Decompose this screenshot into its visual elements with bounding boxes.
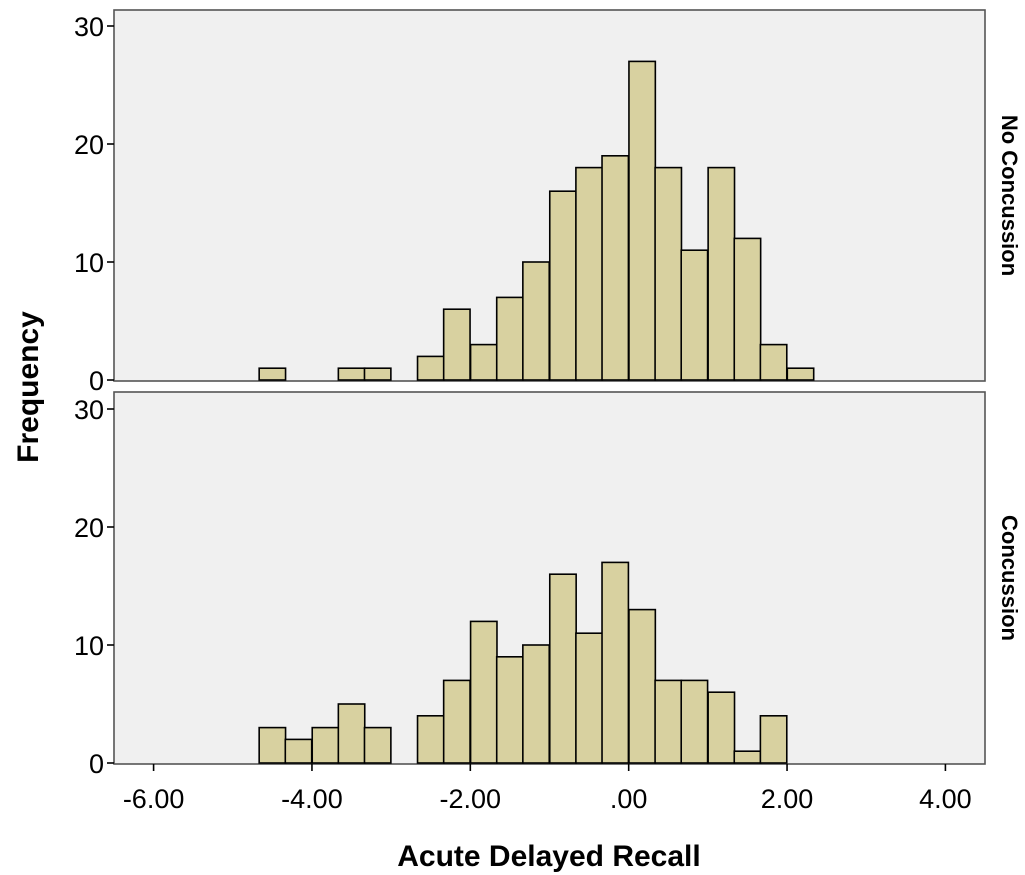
x-axis: -6.00 -4.00 -2.00 .00 2.00 4.00 [123,764,972,814]
y-tick-label: 0 [89,749,104,779]
y-tick-label: 30 [74,395,104,425]
histogram-bar [707,166,736,381]
histogram-bar [548,573,577,764]
panel-label: Concussion [997,515,1022,641]
y-axis-title: Frequency [12,311,45,463]
panel-0: 0 10 20 30 No Concussion [74,9,1022,396]
histogram-bar [495,655,524,764]
histogram-bar [363,367,392,381]
histogram-bar [258,367,287,381]
histogram-bar [733,237,762,381]
x-tick-label: -6.00 [123,784,185,814]
x-tick-label: -2.00 [440,784,502,814]
histogram-bar [628,60,657,381]
histogram-bar [363,726,392,764]
histogram-bar [416,355,445,381]
y-tick-label: 0 [89,366,104,396]
y-tick-label: 10 [74,248,104,278]
histogram-bar [311,726,340,764]
histogram-bar [575,166,604,381]
histogram-bar [442,679,471,764]
histogram-bar [522,644,551,764]
histogram-bar [707,691,736,764]
histogram-bar [601,561,630,764]
y-tick-label: 30 [74,12,104,42]
histogram-bar [628,608,657,764]
histogram-bar [495,296,524,381]
histogram-bar [469,620,498,764]
y-tick-label: 20 [74,130,104,160]
histogram-bar [575,632,604,764]
histogram-bar [442,308,471,381]
histogram-bar [759,714,788,764]
x-tick-label: -4.00 [281,784,343,814]
histogram-bar [654,679,683,764]
histogram-bar [469,343,498,381]
x-tick-label: .00 [610,784,648,814]
histogram-bar [522,261,551,381]
histogram-bar [654,166,683,381]
chart-panels: 0 10 20 30 No Concussion 0 10 20 30 Concussion [74,9,1022,779]
histogram-bar [733,750,762,764]
histogram-bar [258,726,287,764]
histogram-bar [284,738,313,764]
panel-label: No Concussion [997,115,1022,276]
histogram-bar [337,367,366,381]
histogram-bar [680,679,709,764]
panel-1: 0 10 20 30 Concussion [74,391,1022,779]
y-tick-label: 20 [74,513,104,543]
x-tick-label: 2.00 [761,784,814,814]
histogram-bar [786,367,815,381]
x-axis-title: Acute Delayed Recall [397,840,700,873]
y-tick-label: 10 [74,631,104,661]
histogram-bar [680,249,709,381]
histogram-bar [759,343,788,381]
histogram-bar [416,714,445,764]
histogram-bar [337,703,366,764]
histogram-bar [601,155,630,381]
histogram-bar [548,190,577,381]
x-tick-label: 4.00 [919,784,972,814]
